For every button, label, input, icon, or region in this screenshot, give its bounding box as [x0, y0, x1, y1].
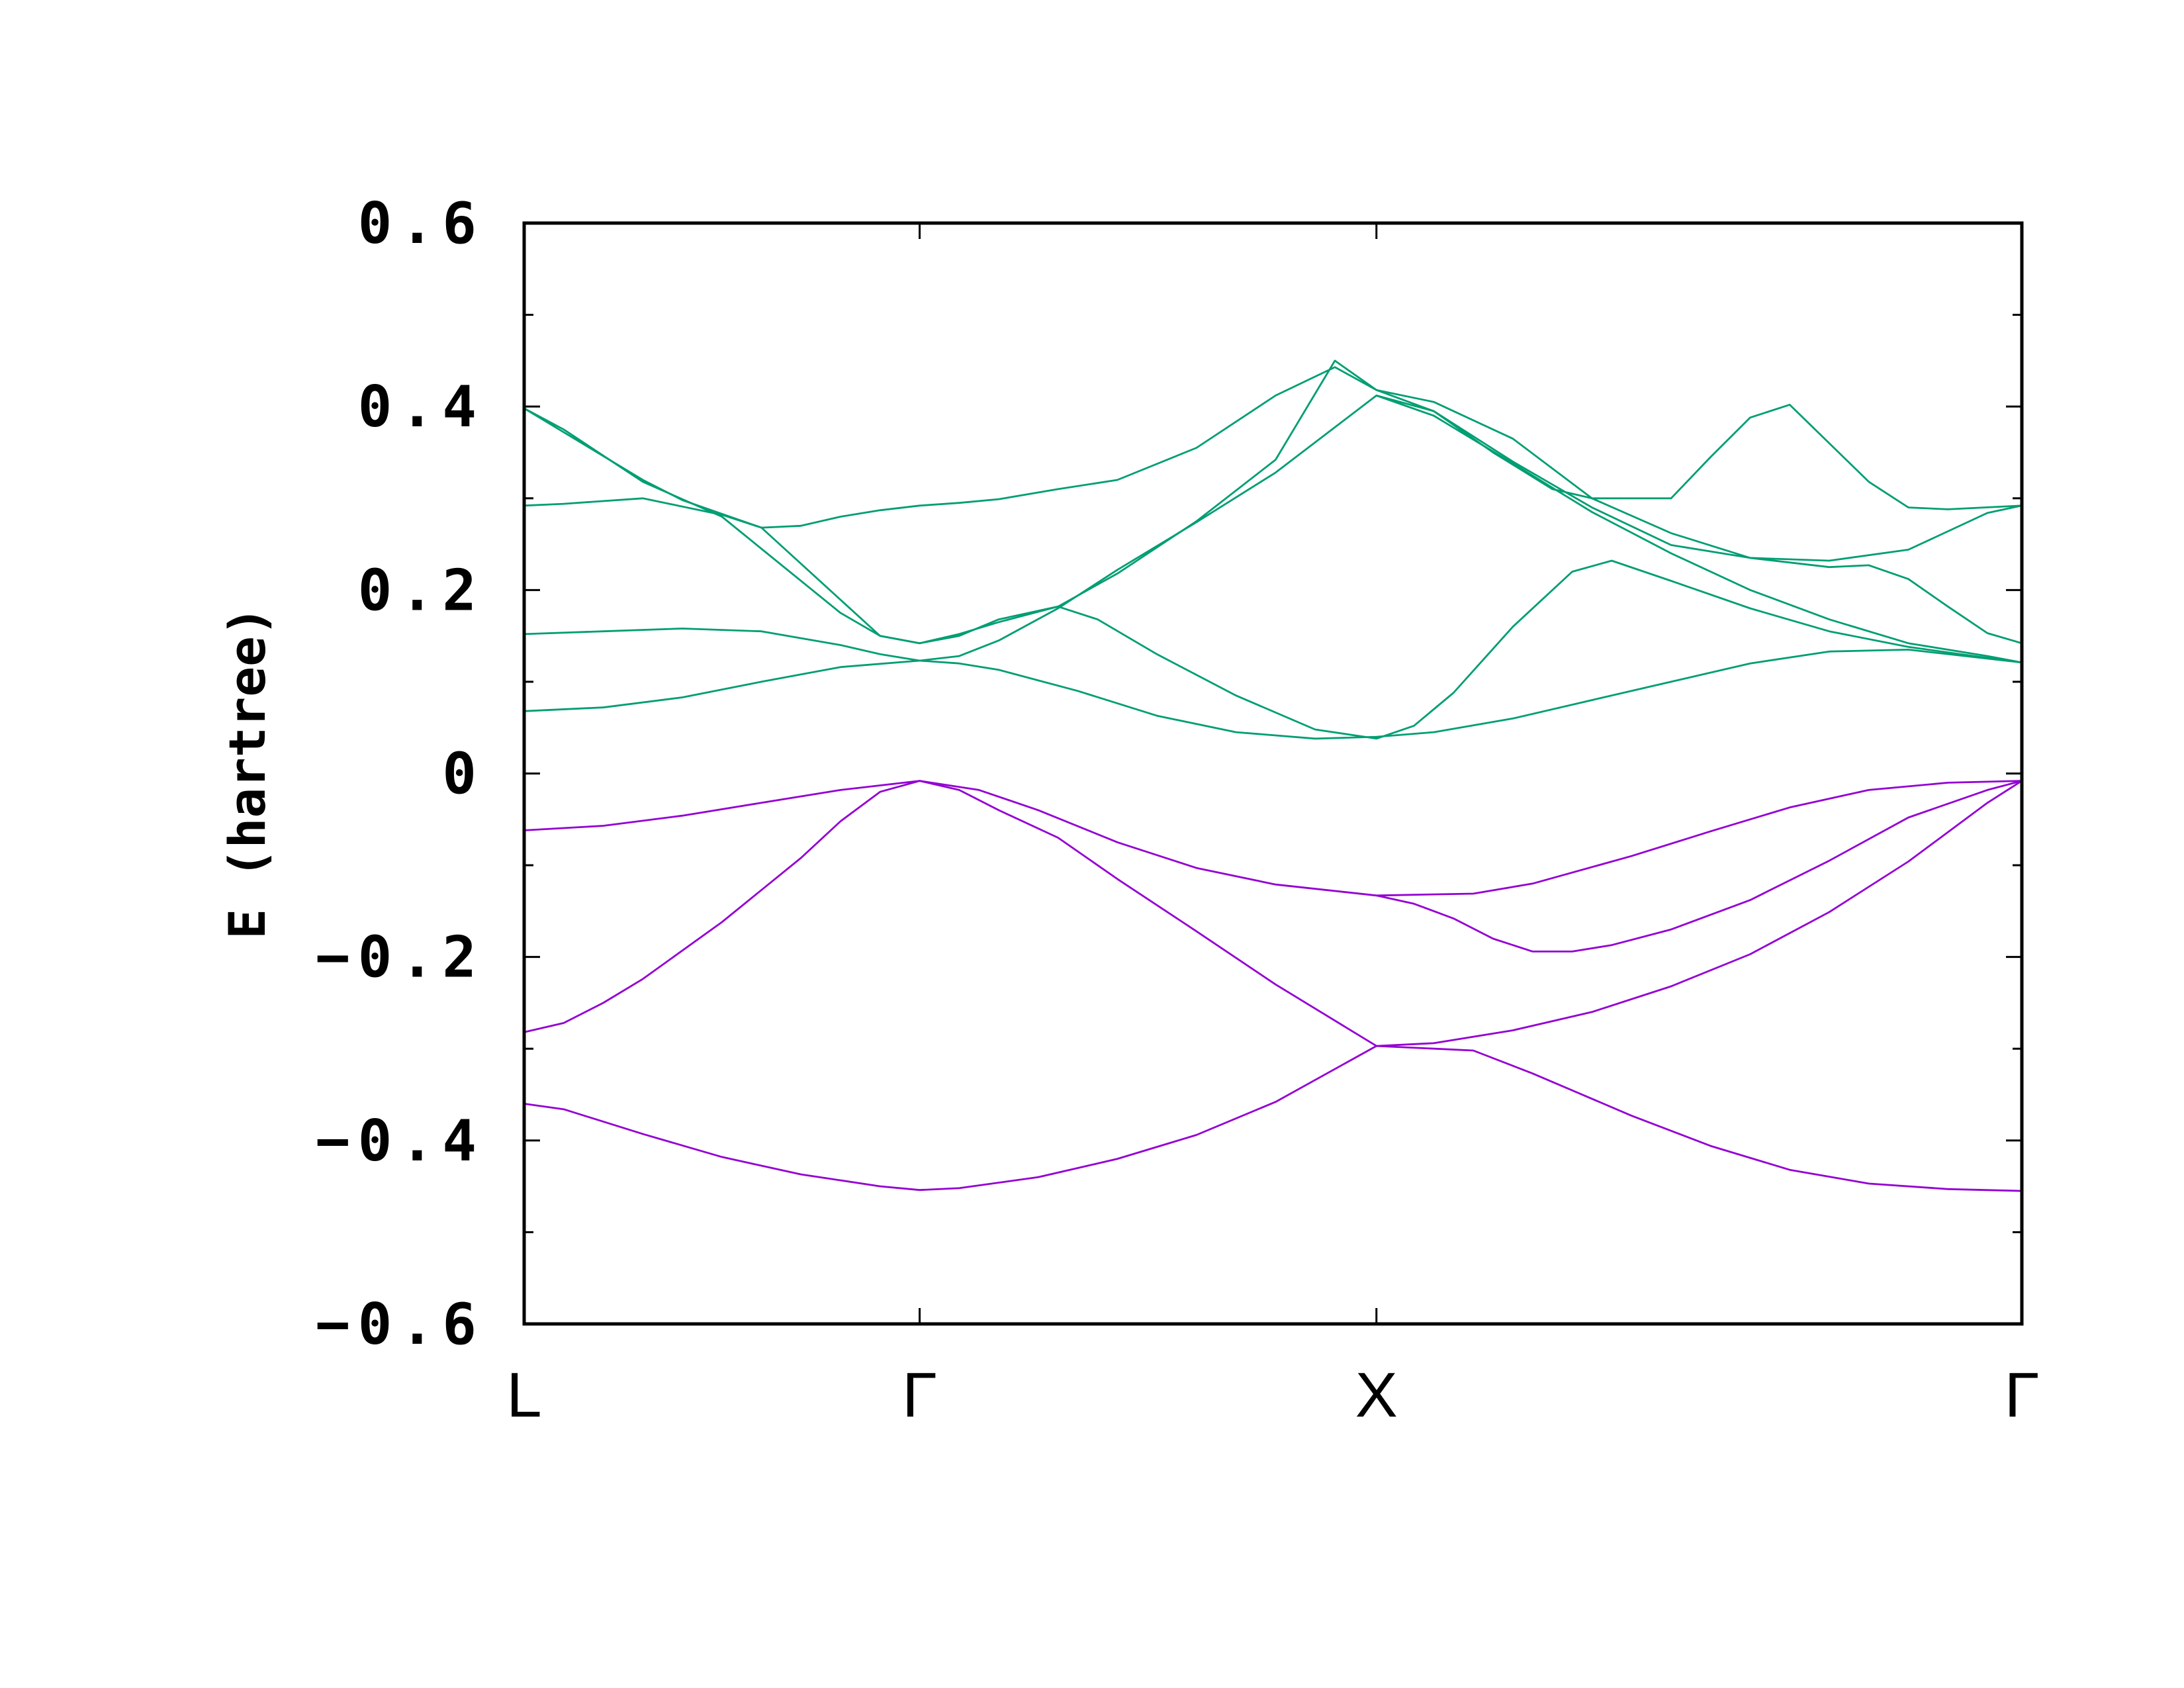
- y-tick-label: 0.4: [358, 374, 484, 440]
- conduction-band-line: [523, 395, 2023, 662]
- y-tick-label: 0: [442, 741, 484, 808]
- conduction-band-line: [523, 407, 2023, 740]
- conduction-band-line: [1376, 395, 2023, 664]
- y-tick-label: −0.4: [316, 1108, 484, 1174]
- y-tick-label: −0.6: [316, 1291, 484, 1358]
- y-tick-label: 0.2: [358, 557, 484, 624]
- conduction-band-line: [523, 366, 2023, 529]
- y-axis-label: E (hartree): [218, 606, 277, 939]
- plot-area: [522, 221, 2024, 1326]
- y-tick-labels: 0.6 0.4 0.2 0 −0.2 −0.4 −0.6: [316, 191, 484, 1358]
- valence-band-line: [523, 780, 2023, 897]
- y-tick-label: 0.6: [358, 191, 484, 257]
- x-tick-label: Γ: [2005, 1360, 2040, 1430]
- conduction-band-line: [523, 649, 2023, 740]
- plot-frame: [522, 221, 2024, 1326]
- valence-band-line: [523, 780, 2023, 1047]
- x-tick-label: L: [506, 1360, 541, 1430]
- conduction-band-line: [523, 359, 2023, 645]
- valence-band-line: [523, 1045, 2023, 1192]
- valence-band-line: [1376, 780, 2023, 953]
- band-lines: [523, 359, 2023, 1192]
- axis-ticks: [523, 222, 2023, 1325]
- x-tick-label: Γ: [902, 1360, 937, 1430]
- y-tick-label: −0.2: [316, 925, 484, 991]
- x-tick-label: X: [1355, 1360, 1398, 1430]
